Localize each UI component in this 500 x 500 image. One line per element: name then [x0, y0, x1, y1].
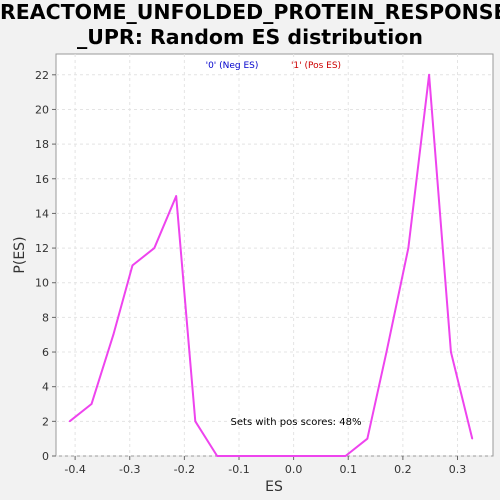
es-data-point — [175, 195, 177, 197]
y-tick-label: 4 — [42, 381, 49, 394]
x-tick-label: 0.3 — [449, 463, 467, 476]
y-tick-label: 22 — [35, 69, 49, 82]
es-data-point — [131, 264, 134, 267]
series-layer — [68, 73, 474, 457]
chart-title: REACTOME_UNFOLDED_PROTEIN_RESPONSE _UPR:… — [0, 0, 500, 50]
y-tick-label: 2 — [42, 415, 49, 428]
x-tick-label: -0.3 — [119, 463, 140, 476]
x-tick-label: -0.2 — [174, 463, 195, 476]
x-tick-label: 0.1 — [339, 463, 357, 476]
y-tick-label: 12 — [35, 242, 49, 255]
axes: -0.4 -0.3 -0.2 -0.1 0.0 0.1 0.2 0.3 0 2 4 6 8 10 12 14 1… — [35, 69, 466, 476]
es-data-point — [407, 247, 410, 249]
es-data-point — [320, 455, 322, 457]
y-tick-label: 18 — [35, 138, 49, 151]
y-tick-label: 14 — [35, 207, 49, 220]
legend: '0' (Neg ES) '1' (Pos ES) — [206, 61, 341, 71]
es-data-point — [194, 420, 197, 423]
es-data-point — [366, 437, 369, 440]
x-tick-label: 0.2 — [394, 463, 412, 476]
es-data-point — [216, 455, 218, 457]
chart-title-line-1: REACTOME_UNFOLDED_PROTEIN_RESPONSE — [0, 0, 500, 24]
es-data-point — [112, 333, 115, 336]
pos-scores-annotation: Sets with pos scores: 48% — [231, 417, 362, 428]
y-tick-label: 20 — [35, 103, 49, 116]
es-data-point — [68, 420, 71, 423]
es-data-point — [471, 437, 474, 440]
y-tick-label: 8 — [42, 311, 49, 324]
grid-lines — [56, 54, 493, 457]
es-data-point — [90, 403, 93, 405]
x-tick-label: 0.0 — [285, 463, 303, 476]
es-data-point — [428, 73, 430, 76]
es-data-point — [292, 455, 295, 457]
legend-item: '0' (Neg ES) — [206, 61, 259, 71]
es-data-point — [385, 351, 388, 353]
y-tick-label: 16 — [35, 173, 49, 186]
y-axis-label: P(ES) — [12, 236, 28, 273]
plot-area — [55, 53, 494, 457]
es-data-point — [450, 351, 452, 353]
y-tick-label: 0 — [42, 450, 49, 463]
es-data-point — [153, 247, 156, 249]
y-tick-label: 10 — [35, 277, 49, 290]
es-data-point — [260, 455, 262, 457]
x-tick-label: -0.4 — [64, 463, 85, 476]
x-axis-label: ES — [265, 479, 283, 495]
y-tick-label: 6 — [42, 346, 49, 359]
x-tick-label: -0.1 — [228, 463, 249, 476]
legend-item: '1' (Pos ES) — [291, 61, 341, 71]
es-data-point — [238, 455, 240, 457]
chart-title-line-2: _UPR: Random ES distribution — [76, 25, 424, 49]
es-data-point — [344, 455, 347, 457]
